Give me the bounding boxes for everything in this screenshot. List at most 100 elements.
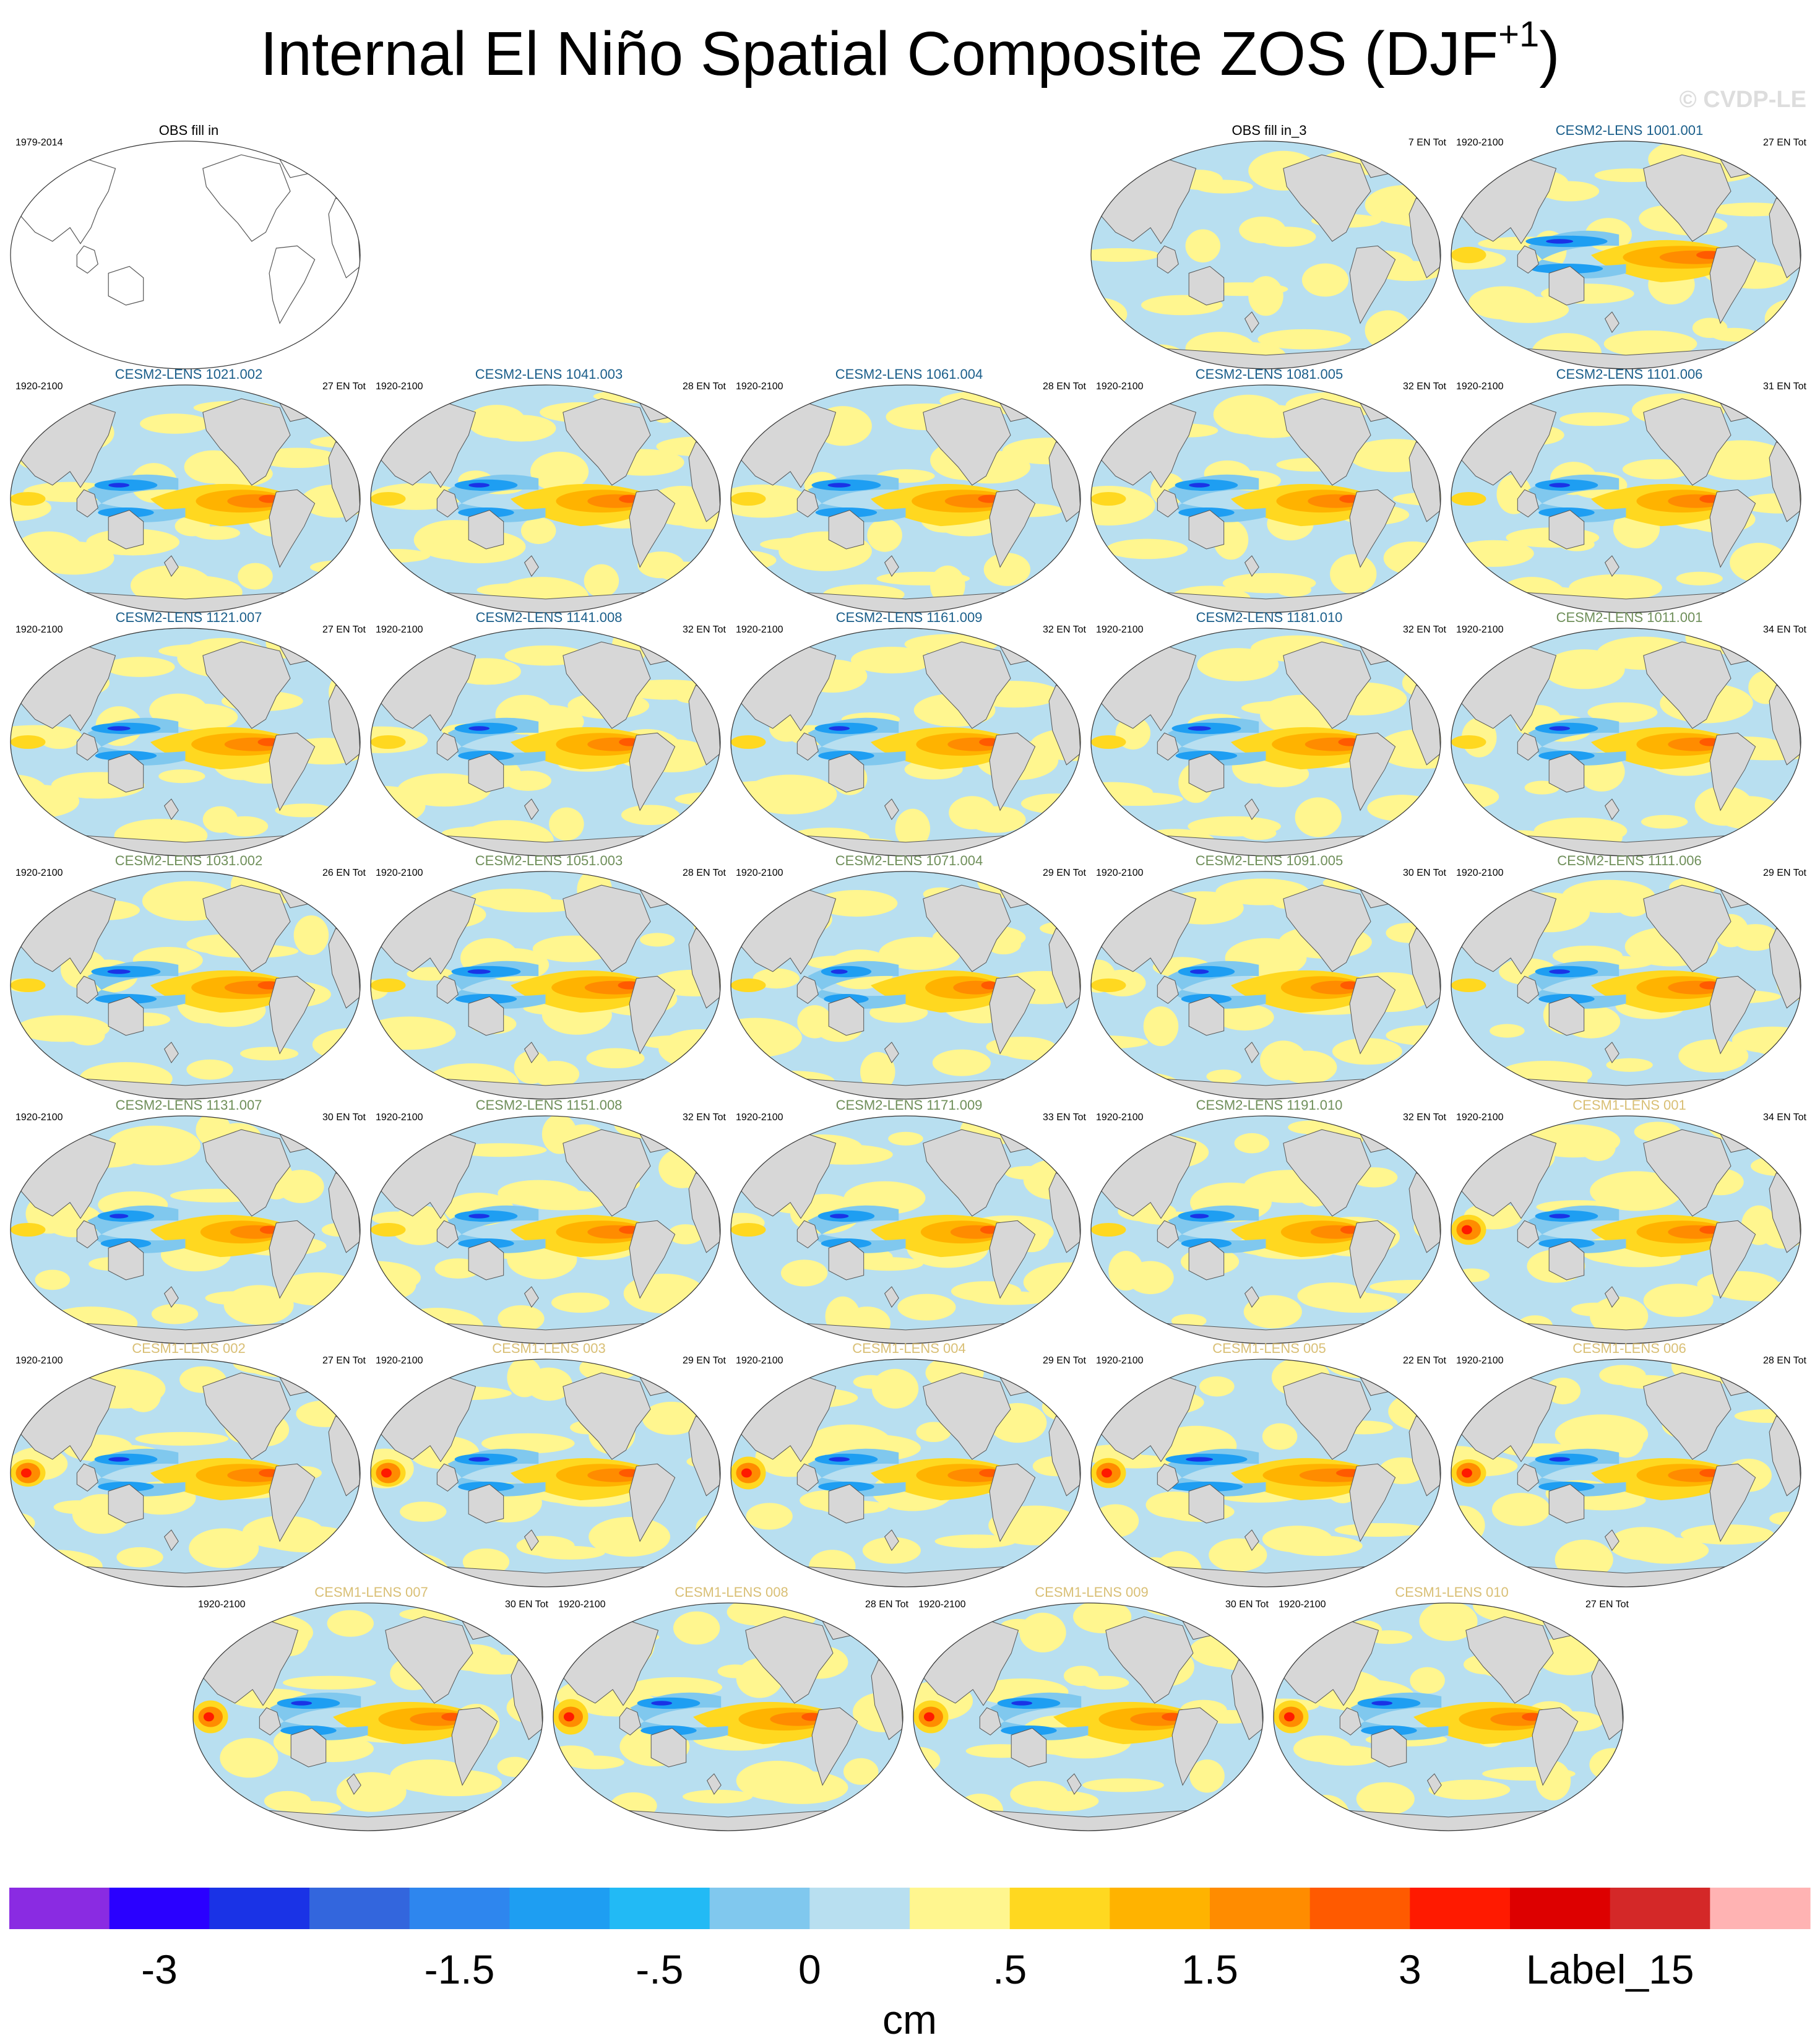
warm-anomaly xyxy=(371,978,406,993)
map-border xyxy=(1090,140,1441,369)
land-mass xyxy=(202,884,291,972)
anomaly-patch xyxy=(1303,1795,1350,1831)
colorbar-swatch xyxy=(1610,1888,1710,1929)
anomaly-patch xyxy=(673,1611,720,1645)
land-mass xyxy=(989,1220,1036,1299)
anomaly-patch xyxy=(520,517,556,545)
anomaly-patch xyxy=(327,1610,374,1637)
panel-title: CESM2-LENS 1031.002 xyxy=(114,853,263,868)
land-mass xyxy=(163,798,179,821)
map-panel: CESM1-LENS 005 1920-2100 22 EN Tot xyxy=(1090,1341,1449,1594)
map-border xyxy=(1090,1358,1441,1587)
panel-period-label: 1920-2100 xyxy=(1096,1112,1144,1123)
warm-anomaly xyxy=(1091,1222,1126,1237)
land-mass xyxy=(796,732,819,761)
panel-event-count-label: 28 EN Tot xyxy=(683,868,726,878)
anomaly-patch xyxy=(1627,1537,1709,1564)
anomaly-patch xyxy=(867,519,902,552)
anomaly-patch xyxy=(1046,385,1080,412)
anomaly-patch xyxy=(1478,141,1537,149)
anomaly-patch xyxy=(1482,1558,1518,1579)
land-mass xyxy=(346,1773,361,1795)
anomaly-patch xyxy=(532,1060,580,1088)
panel-event-count-label: 28 EN Tot xyxy=(1043,381,1086,392)
land-mass xyxy=(923,398,1011,486)
anomaly-patch xyxy=(126,1379,161,1412)
map-panel: CESM1-LENS 002 1920-2100 27 EN Tot xyxy=(9,1341,368,1594)
land-mass xyxy=(468,1484,504,1524)
anomaly-patch xyxy=(1541,181,1600,202)
map-svg xyxy=(1090,384,1441,613)
anomaly-patch xyxy=(1395,871,1441,891)
panel-period-label: 1920-2100 xyxy=(558,1599,606,1610)
panel-event-count-label: 32 EN Tot xyxy=(683,1112,726,1123)
anomaly-patch xyxy=(731,1568,795,1583)
anomaly-patch xyxy=(1091,145,1125,160)
chart-title: Internal El Niño Spatial Composite ZOS (… xyxy=(260,14,1560,89)
land-mass xyxy=(1643,1129,1732,1217)
map-panel: CESM2-LENS 1171.009 1920-2100 33 EN Tot xyxy=(730,1097,1089,1351)
anomaly-patch xyxy=(1243,1295,1302,1329)
anomaly-patch xyxy=(1451,385,1501,392)
panel-event-count-label: 34 EN Tot xyxy=(1763,624,1806,635)
map-panel: CESM2-LENS 1191.010 1920-2100 32 EN Tot xyxy=(1090,1097,1449,1351)
anomaly-patch xyxy=(1082,1675,1129,1690)
cool-anomaly xyxy=(1546,239,1574,244)
anomaly-patch xyxy=(932,1049,991,1076)
panel-period-label: 1920-2100 xyxy=(1096,624,1144,635)
land-mass xyxy=(524,1286,539,1308)
anomaly-patch xyxy=(1365,310,1412,350)
anomaly-patch xyxy=(504,771,551,791)
map-border xyxy=(1451,140,1801,369)
anomaly-patch xyxy=(1330,554,1377,594)
land-mass xyxy=(563,641,651,729)
panel-title: CESM1-LENS 005 xyxy=(1212,1341,1326,1356)
anomaly-patch xyxy=(1739,391,1786,412)
land-mass xyxy=(1244,1286,1259,1308)
panel-title: OBS fill in xyxy=(158,123,219,138)
anomaly-patch xyxy=(1681,1524,1774,1545)
warm-anomaly xyxy=(731,978,766,993)
panel-period-label: 1920-2100 xyxy=(15,624,63,635)
land-mass xyxy=(1465,1616,1554,1704)
anomaly-patch xyxy=(853,1795,903,1831)
land-mass xyxy=(269,1220,316,1299)
panel-event-count-label: 30 EN Tot xyxy=(505,1599,548,1610)
map-panel: CESM2-LENS 1031.002 1920-2100 26 EN Tot xyxy=(9,853,368,1107)
warm-anomaly xyxy=(371,1222,406,1237)
anomaly-patch xyxy=(1276,583,1311,597)
anomaly-patch xyxy=(853,1257,923,1271)
map-border xyxy=(730,871,1081,1100)
map-border xyxy=(370,384,721,613)
anomaly-patch xyxy=(1312,1745,1382,1766)
panel-title: CESM2-LENS 1011.001 xyxy=(1556,610,1703,625)
warm-anomaly xyxy=(731,735,766,749)
land-mass xyxy=(1105,1616,1194,1704)
warm-anomaly xyxy=(1461,1225,1472,1235)
land-mass xyxy=(1643,398,1732,486)
land-mass xyxy=(989,489,1036,568)
panel-period-label: 1920-2100 xyxy=(1456,381,1504,392)
map-panel: CESM2-LENS 1071.004 1920-2100 29 EN Tot xyxy=(730,853,1089,1107)
land-mass xyxy=(269,489,316,568)
anomaly-patch xyxy=(754,1771,848,1804)
land-mass xyxy=(629,1220,676,1299)
cool-anomaly xyxy=(827,483,851,488)
warm-anomaly xyxy=(731,1222,766,1237)
warm-anomaly xyxy=(731,491,766,506)
map-svg xyxy=(370,384,721,613)
anomaly-patch xyxy=(1257,227,1316,247)
panel-title: CESM2-LENS 1151.008 xyxy=(475,1097,623,1113)
anomaly-patch xyxy=(310,560,360,574)
map-svg xyxy=(730,384,1081,613)
panel-title: CESM2-LENS 1171.009 xyxy=(835,1097,983,1113)
land-mass xyxy=(1709,1220,1756,1299)
colorbar-swatch xyxy=(809,1888,910,1929)
panel-period-label: 1920-2100 xyxy=(1456,868,1504,878)
watermark: © CVDP-LE xyxy=(1679,87,1806,113)
land-mass xyxy=(1188,1484,1225,1524)
map-border xyxy=(730,1358,1081,1587)
map-border xyxy=(192,1602,543,1831)
warm-anomaly xyxy=(371,491,406,506)
land-mass xyxy=(629,975,676,1055)
